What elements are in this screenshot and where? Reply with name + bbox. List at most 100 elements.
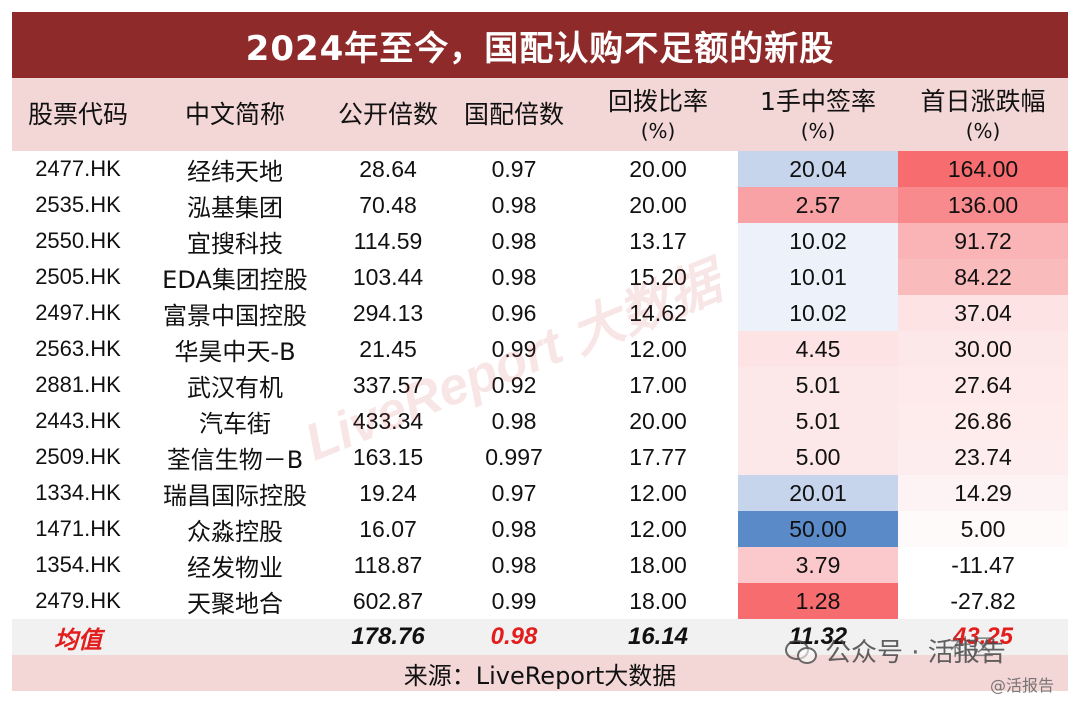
stock-name: 宜搜科技 [187, 229, 283, 258]
column-header: 国配倍数 [450, 78, 578, 151]
column-header: 回拨比率 (%) [578, 78, 738, 151]
column-header: 公开倍数 [326, 78, 450, 151]
wechat-watermark: 公众号 · 活报告 [785, 632, 1006, 669]
table-row: 2550.HK 宜搜科技 114.59 0.98 13.17 10.02 91.72 [12, 223, 1068, 259]
table-row: 2497.HK 富景中国控股 294.13 0.96 14.62 10.02 37.04 [12, 295, 1068, 331]
stock-code: 2881.HK [35, 372, 121, 397]
first-day-change: 30.00 [898, 331, 1068, 367]
first-day-change: 84.22 [898, 259, 1068, 295]
clawback-ratio: 20.00 [629, 407, 687, 434]
stock-name: 荃信生物－B [166, 445, 304, 474]
public-multiple: 294.13 [352, 299, 424, 326]
table-row: 2563.HK 华昊中天-B 21.45 0.99 12.00 4.45 30.00 [12, 331, 1068, 367]
lot-win-rate: 3.79 [738, 547, 898, 583]
stock-name: EDA集团控股 [162, 265, 308, 294]
public-multiple: 118.87 [353, 551, 423, 578]
column-header: 中文简称 [144, 78, 326, 151]
table-row: 1354.HK 经发物业 118.87 0.98 18.00 3.79 -11.47 [12, 547, 1068, 583]
clawback-ratio: 18.00 [629, 551, 687, 578]
community-watermark: 社区 [950, 636, 995, 661]
public-multiple: 433.34 [352, 407, 424, 434]
intl-multiple: 0.98 [491, 407, 537, 434]
public-multiple: 28.64 [359, 155, 417, 182]
average-clawback: 16.14 [578, 619, 738, 655]
first-day-change: 136.00 [898, 187, 1068, 223]
public-multiple: 70.48 [359, 191, 417, 218]
column-header-unit: (%) [965, 118, 1001, 143]
lot-win-rate: 5.01 [738, 403, 898, 439]
average-blank [144, 619, 326, 655]
lot-win-rate: 4.45 [738, 331, 898, 367]
column-header-label: 公开倍数 [337, 99, 438, 129]
first-day-change: 91.72 [898, 223, 1068, 259]
intl-multiple: 0.96 [491, 299, 537, 326]
stock-code: 2535.HK [35, 192, 121, 217]
stock-name: 泓基集团 [187, 193, 283, 222]
average-public: 178.76 [326, 619, 450, 655]
intl-multiple: 0.99 [491, 335, 537, 362]
source-note: 来源：LiveReport大数据 [12, 655, 1068, 691]
ipo-table: 股票代码 中文简称 公开倍数 国配倍数 回拨比率 (%) 1手中签率 (%) 首日涨跌幅 (%) … [12, 78, 1068, 691]
stock-name: 天聚地合 [187, 589, 283, 618]
stock-code: 2563.HK [35, 336, 121, 361]
stock-code: 2477.HK [35, 156, 121, 181]
intl-multiple: 0.997 [485, 443, 543, 470]
stock-name: 武汉有机 [187, 373, 283, 402]
intl-multiple: 0.98 [491, 227, 537, 254]
clawback-ratio: 17.00 [629, 371, 687, 398]
average-intl: 0.98 [450, 619, 578, 655]
lot-win-rate: 1.28 [738, 583, 898, 619]
stock-name: 华昊中天-B [174, 337, 296, 366]
stock-name: 经纬天地 [187, 157, 283, 186]
lot-win-rate: 5.00 [738, 439, 898, 475]
average-lot: 11.32 [738, 619, 898, 655]
stock-code: 2479.HK [35, 588, 121, 613]
stock-code: 1334.HK [35, 480, 121, 505]
public-multiple: 114.59 [353, 227, 423, 254]
first-day-change: 37.04 [898, 295, 1068, 331]
header-row: 股票代码 中文简称 公开倍数 国配倍数 回拨比率 (%) 1手中签率 (%) 首日涨跌幅 (%) [12, 78, 1068, 151]
lot-win-rate: 10.02 [738, 223, 898, 259]
lot-win-rate: 10.02 [738, 295, 898, 331]
table-row: 2881.HK 武汉有机 337.57 0.92 17.00 5.01 27.64 [12, 367, 1068, 403]
first-day-change: 164.00 [898, 151, 1068, 187]
public-multiple: 21.45 [359, 335, 417, 362]
table-row: 2509.HK 荃信生物－B 163.15 0.997 17.77 5.00 23.74 [12, 439, 1068, 475]
column-header-label: 回拨比率 [607, 86, 708, 116]
lot-win-rate: 5.01 [738, 367, 898, 403]
column-header-label: 股票代码 [27, 99, 128, 129]
column-header-unit: (%) [800, 118, 836, 143]
table-row: 2505.HK EDA集团控股 103.44 0.98 15.20 10.01 84.22 [12, 259, 1068, 295]
lot-win-rate: 10.01 [738, 259, 898, 295]
column-header: 1手中签率 (%) [738, 78, 898, 151]
stock-name: 经发物业 [187, 553, 283, 582]
table-row: 2535.HK 泓基集团 70.48 0.98 20.00 2.57 136.00 [12, 187, 1068, 223]
first-day-change: -11.47 [898, 547, 1068, 583]
column-header-unit: (%) [640, 118, 676, 143]
column-header: 股票代码 [12, 78, 144, 151]
public-multiple: 19.24 [359, 479, 417, 506]
intl-multiple: 0.98 [491, 263, 537, 290]
wechat-label: 公众号 · 活报告 [825, 638, 1006, 668]
intl-multiple: 0.92 [491, 371, 537, 398]
column-header: 首日涨跌幅 (%) [898, 78, 1068, 151]
public-multiple: 163.15 [352, 443, 424, 470]
stock-code: 2497.HK [35, 300, 121, 325]
stock-code: 1471.HK [35, 516, 121, 541]
public-multiple: 16.07 [359, 515, 417, 542]
lot-win-rate: 2.57 [738, 187, 898, 223]
table-row: 2477.HK 经纬天地 28.64 0.97 20.00 20.04 164.00 [12, 151, 1068, 187]
table-container: 2024年至今，国配认购不足额的新股 股票代码 中文简称 公开倍数 国配倍数 回拨比率(… [12, 12, 1068, 691]
stock-code: 1354.HK [35, 552, 121, 577]
stock-code: 2550.HK [35, 228, 121, 253]
intl-multiple: 0.98 [491, 515, 537, 542]
intl-multiple: 0.97 [491, 479, 537, 506]
clawback-ratio: 15.20 [629, 263, 687, 290]
intl-multiple: 0.98 [491, 191, 537, 218]
column-header-label: 首日涨跌幅 [920, 86, 1046, 116]
table-row: 2479.HK 天聚地合 602.87 0.99 18.00 1.28 -27.82 [12, 583, 1068, 619]
clawback-ratio: 12.00 [629, 479, 687, 506]
table-row: 2443.HK 汽车街 433.34 0.98 20.00 5.01 26.86 [12, 403, 1068, 439]
stock-code: 2509.HK [35, 444, 121, 469]
clawback-ratio: 20.00 [629, 155, 687, 182]
